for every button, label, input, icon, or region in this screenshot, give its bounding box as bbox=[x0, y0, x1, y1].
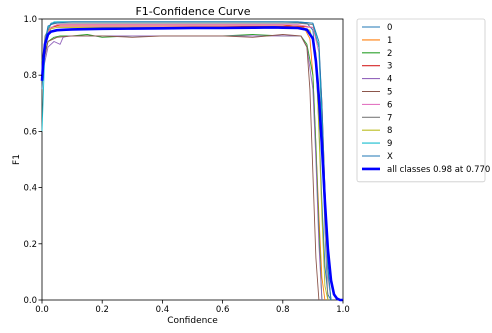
x-tick-label: 0.0 bbox=[35, 305, 49, 315]
y-tick-label: 0.6 bbox=[23, 127, 37, 137]
class-7-curve bbox=[41, 22, 329, 301]
curves-layer bbox=[40, 21, 343, 302]
legend-label: 6 bbox=[387, 100, 392, 110]
legend-label: 8 bbox=[387, 126, 392, 136]
class-0-curve bbox=[41, 21, 332, 301]
class-9-curve bbox=[41, 21, 332, 301]
legend-label: 3 bbox=[387, 62, 392, 72]
legend-label: 5 bbox=[387, 88, 392, 98]
x-tick-label: 0.4 bbox=[156, 305, 170, 315]
y-tick-label: 0.8 bbox=[23, 71, 37, 81]
class-3-curve bbox=[41, 25, 332, 301]
class-5-curve bbox=[41, 34, 320, 301]
class-2-curve bbox=[41, 34, 323, 301]
legend-label: all classes 0.98 at 0.770 bbox=[387, 165, 490, 175]
class-4-curve bbox=[41, 35, 323, 301]
class-8-curve bbox=[41, 26, 329, 301]
legend-label: 4 bbox=[387, 75, 392, 85]
legend-label: 9 bbox=[387, 139, 392, 149]
y-tick-label: 1.0 bbox=[23, 15, 37, 25]
class-6-curve bbox=[41, 24, 332, 301]
y-axis-label: F1 bbox=[12, 154, 22, 165]
legend-label: 0 bbox=[387, 23, 392, 33]
legend-label: 2 bbox=[387, 49, 392, 59]
legend-label: 1 bbox=[387, 36, 392, 46]
legend-label: 7 bbox=[387, 113, 392, 123]
x-tick-label: 1.0 bbox=[336, 305, 350, 315]
plot-frame bbox=[41, 18, 344, 301]
legend-frame bbox=[356, 18, 486, 183]
x-axis: 0.0 0.2 0.4 0.6 0.8 1.0 bbox=[35, 300, 350, 315]
x-tick-label: 0.6 bbox=[216, 305, 230, 315]
class-X-curve bbox=[41, 21, 332, 301]
all-classes-curve bbox=[40, 26, 343, 302]
x-tick-label: 0.8 bbox=[276, 305, 290, 315]
y-axis: 0.0 0.2 0.4 0.6 0.8 1.0 bbox=[23, 15, 42, 306]
y-tick-label: 0.4 bbox=[23, 184, 37, 194]
chart-title: F1-Confidence Curve bbox=[135, 5, 250, 18]
y-tick-label: 0.2 bbox=[23, 240, 37, 250]
x-tick-label: 0.2 bbox=[95, 305, 109, 315]
x-axis-label: Confidence bbox=[167, 316, 218, 326]
class-1-curve bbox=[41, 24, 326, 301]
legend-label: X bbox=[387, 152, 393, 162]
y-tick-label: 0.0 bbox=[23, 296, 37, 306]
